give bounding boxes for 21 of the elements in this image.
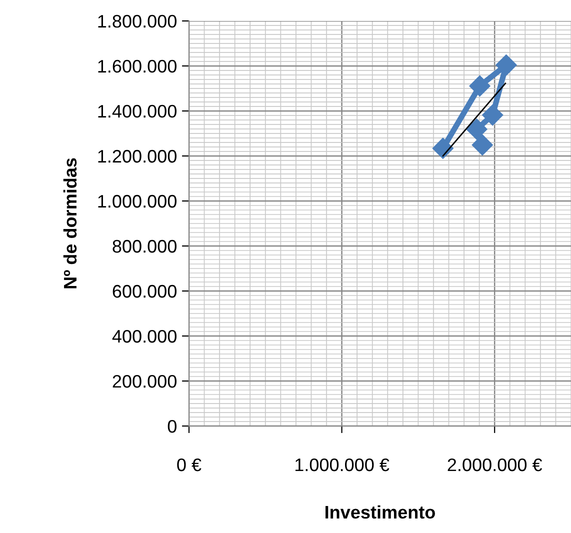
x-tick-label: 0 € [177, 458, 202, 472]
y-tick-label: 800.000 [112, 240, 176, 253]
y-tick-label: 1.200.000 [98, 150, 176, 163]
y-tick-label: 1.000.000 [98, 194, 176, 208]
point [469, 75, 490, 96]
y-tick-label: 1.400.000 [98, 104, 176, 118]
point [466, 118, 488, 140]
point [432, 138, 454, 159]
y-tick-label: 1.600.000 [98, 60, 176, 73]
y-tick-label: 200.000 [112, 374, 176, 388]
y-tick-label: 600.000 [112, 284, 176, 298]
x-tick-label: 2.000.000 € [448, 458, 542, 472]
point [472, 134, 493, 156]
y-tick-label: 400.000 [112, 330, 176, 343]
y-tick-label: 1.800.000 [98, 14, 176, 28]
point [496, 54, 517, 76]
y-axis-title: Nº de dormidas [63, 158, 77, 288]
y-tick-label: 0 [168, 420, 176, 433]
x-tick-label: 1.000.000 € [295, 458, 390, 472]
point [482, 104, 504, 126]
x-axis-title: Investimento [326, 505, 435, 519]
